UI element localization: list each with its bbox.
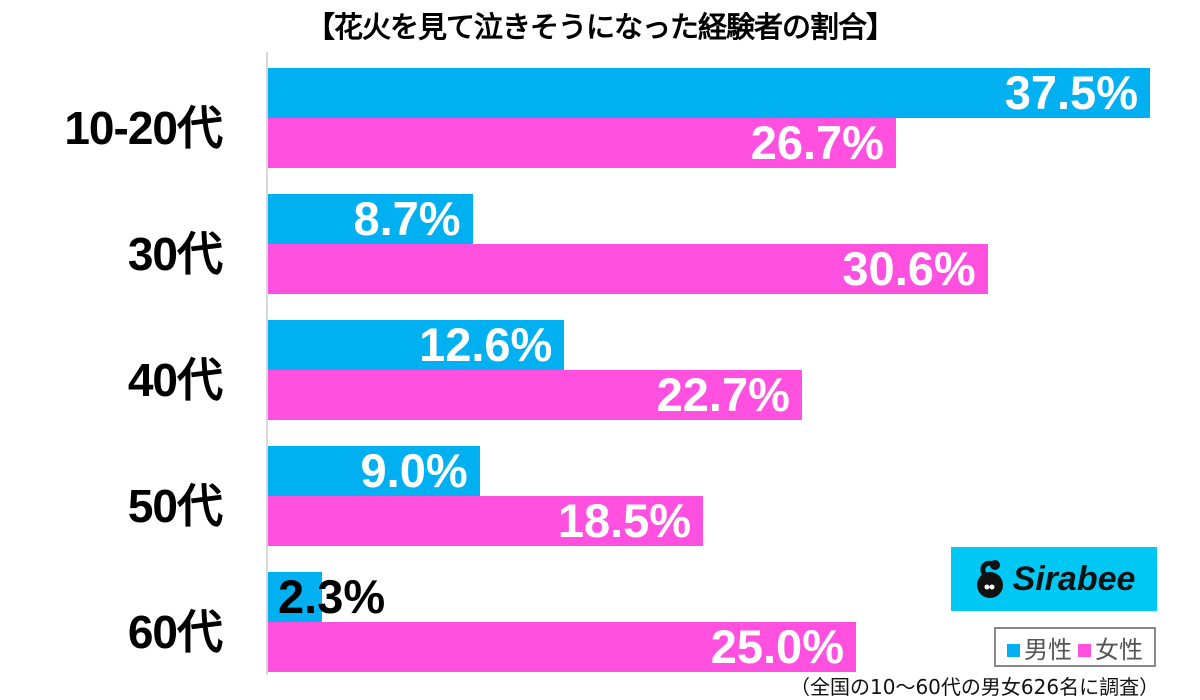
bar-female: 25.0% bbox=[268, 620, 856, 673]
value-label: 18.5% bbox=[557, 494, 692, 547]
legend-item-female: 女性 bbox=[1078, 630, 1143, 665]
y-axis-line bbox=[266, 52, 268, 675]
bar-male: 9.0% bbox=[268, 444, 480, 497]
survey-note: （全国の10〜60代の男女626名に調査） bbox=[790, 675, 1160, 699]
bar-female: 26.7% bbox=[268, 116, 896, 169]
value-label: 8.7% bbox=[353, 192, 461, 245]
value-label: 25.0% bbox=[710, 620, 844, 673]
sirabee-logo: Sirabee bbox=[951, 547, 1157, 611]
bar-female: 22.7% bbox=[268, 368, 802, 421]
category-label: 30代 bbox=[127, 228, 223, 280]
value-label: 12.6% bbox=[419, 318, 553, 371]
legend-swatch-male bbox=[1007, 644, 1020, 657]
value-label: 26.7% bbox=[750, 116, 884, 169]
legend-label-female: 女性 bbox=[1095, 635, 1143, 664]
chart-title: 【花火を見て泣きそうになった経験者の割合】 bbox=[305, 10, 895, 44]
sirabee-mascot-icon bbox=[973, 559, 1007, 599]
bar-female: 30.6% bbox=[268, 242, 988, 295]
legend-swatch-female bbox=[1078, 644, 1091, 657]
bar-male: 12.6% bbox=[268, 318, 565, 371]
bar-male: 37.5% bbox=[268, 66, 1150, 119]
bar-male: 8.7% bbox=[268, 192, 473, 245]
category-label: 10-20代 bbox=[64, 102, 223, 154]
value-label: 2.3% bbox=[278, 570, 386, 623]
sirabee-logo-text: Sirabee bbox=[1012, 559, 1136, 598]
bar-male: 2.3% bbox=[268, 570, 385, 623]
category-label: 40代 bbox=[127, 354, 223, 406]
value-label: 22.7% bbox=[656, 368, 790, 421]
legend: 男性 女性 bbox=[994, 627, 1156, 667]
value-label: 30.6% bbox=[842, 242, 976, 295]
category-label: 50代 bbox=[127, 480, 223, 532]
legend-label-male: 男性 bbox=[1024, 635, 1072, 664]
bar-female: 18.5% bbox=[268, 494, 704, 547]
value-label: 37.5% bbox=[1004, 66, 1138, 119]
category-label: 60代 bbox=[127, 606, 223, 658]
value-label: 9.0% bbox=[360, 444, 468, 497]
legend-item-male: 男性 bbox=[1007, 630, 1072, 665]
